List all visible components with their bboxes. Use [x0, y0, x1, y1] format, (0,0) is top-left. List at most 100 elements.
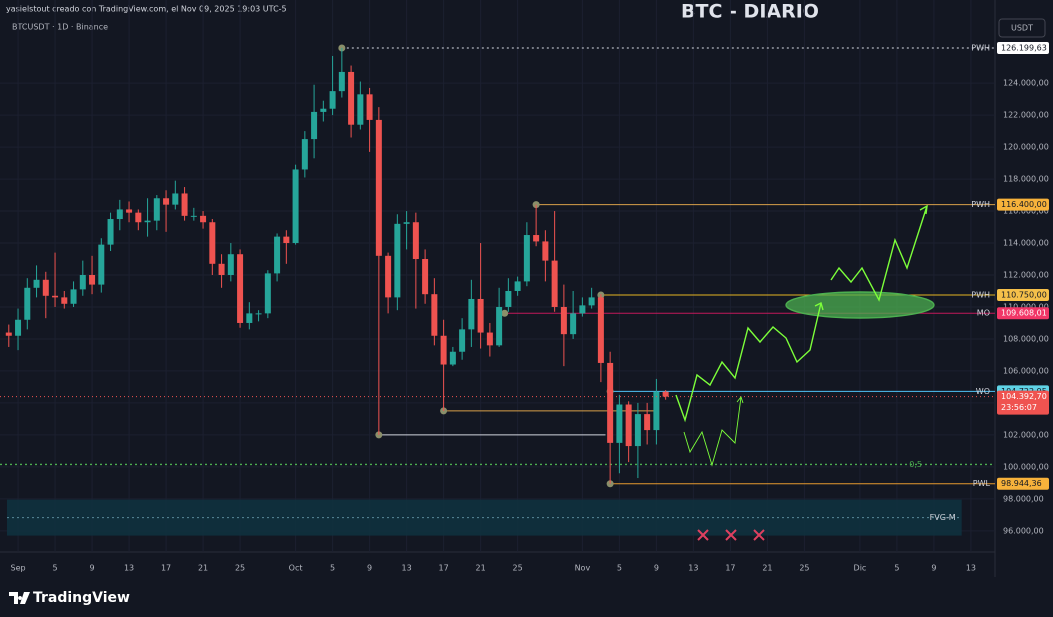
y-tick-label: 96.000,00 [1003, 526, 1044, 535]
watermark: BTC - DIARIO [681, 1, 819, 23]
candle-body [163, 198, 170, 205]
y-tick-label: 116.000,00 [1003, 207, 1049, 216]
y-tick-label: 108.000,00 [1003, 334, 1049, 343]
candle-body [644, 414, 651, 431]
candle-body [292, 169, 299, 244]
x-tick-label: 13 [688, 564, 698, 573]
candle-body [431, 294, 438, 336]
candle-body [597, 297, 604, 363]
candle-body [301, 139, 308, 170]
candle-body [107, 219, 114, 245]
logo-icon [9, 592, 30, 604]
x-tick-label: Dic [854, 564, 867, 573]
y-tick-label: 106.000,00 [1003, 366, 1049, 375]
candle-body [126, 209, 133, 213]
candle-body [616, 404, 623, 443]
candle-body [514, 281, 521, 291]
level-name: PWL [973, 479, 991, 488]
candle-body [329, 91, 336, 109]
candle-body [449, 351, 456, 365]
last-price-tag [997, 390, 1049, 415]
x-tick-label: 21 [476, 564, 486, 573]
price-tag [997, 307, 1049, 320]
price-tag-label: 98.944,36 [1001, 479, 1042, 488]
x-tick-label: 17 [725, 564, 735, 573]
candle-body [15, 319, 22, 336]
candle-body [61, 297, 68, 304]
projection [675, 204, 935, 467]
level-name: PWH [971, 290, 990, 299]
arrow-head [736, 396, 744, 404]
candle-body [662, 391, 669, 397]
candle-body [255, 313, 262, 315]
x-mark [725, 529, 737, 541]
x-tick-label: Nov [575, 564, 591, 573]
candle-body [588, 297, 595, 306]
y-tick-label: 122.000,00 [1003, 111, 1049, 120]
candle-body [607, 362, 614, 443]
candle-body [52, 295, 59, 298]
candle-body [348, 71, 355, 125]
candle-body [190, 215, 197, 217]
candle-body [181, 193, 188, 216]
x-tick-label: 9 [90, 564, 95, 573]
candle-body [505, 290, 512, 307]
level-name: PWH [971, 200, 990, 209]
y-tick-label: 100.000,00 [1003, 462, 1049, 471]
x-tick-label: Sep [11, 564, 26, 573]
y-tick-label: 98.000,00 [1003, 494, 1044, 503]
price-tag [997, 477, 1049, 490]
candle-body [468, 298, 475, 330]
y-tick-label: 124.000,00 [1003, 79, 1049, 88]
candle-body [551, 260, 558, 307]
candle-body [523, 235, 530, 282]
anchor-dot [501, 309, 509, 317]
x-tick-label: 13 [966, 564, 976, 573]
candle-body [218, 263, 225, 275]
x-mark [753, 529, 765, 541]
candle-body [338, 71, 345, 92]
arrow-head [919, 204, 928, 215]
price-tag [997, 41, 1049, 54]
candle-body [89, 275, 96, 285]
y-tick-label: 114.000,00 [1003, 239, 1049, 248]
candle-body [560, 306, 567, 335]
candle-body [264, 273, 271, 314]
price-tag [997, 288, 1049, 301]
y-tick-label: 118.000,00 [1003, 175, 1049, 184]
y-tick-label: 110.000,00 [1003, 302, 1049, 311]
symbol: BTCUSDT · 1D · Binance [12, 23, 108, 32]
x-tick-label: 13 [124, 564, 134, 573]
currency[interactable]: USDT [1011, 24, 1033, 33]
candle-body [227, 254, 234, 275]
candle-body [5, 332, 12, 336]
candle-body [542, 241, 549, 261]
candle-body [634, 414, 641, 447]
candle-body [403, 222, 410, 224]
projection-path [675, 302, 822, 423]
candle-body [144, 220, 151, 223]
candle-body [274, 236, 281, 274]
projection-path [830, 205, 928, 302]
x-tick-label: 9 [931, 564, 936, 573]
candle-body [422, 259, 429, 295]
x-tick-label: 17 [161, 564, 171, 573]
candle-body [440, 335, 447, 365]
target-zone [785, 291, 935, 319]
candle-body [366, 94, 373, 120]
candle-body [172, 193, 179, 205]
x-tick-label: 25 [235, 564, 245, 573]
projection-path [683, 396, 742, 467]
x-tick-label: 21 [198, 564, 208, 573]
currency-box[interactable] [998, 18, 1046, 38]
candle-body [394, 223, 401, 298]
candle-body [653, 391, 660, 431]
price-tag [997, 198, 1049, 211]
x-tick-label: 9 [367, 564, 372, 573]
candle-body [70, 289, 77, 304]
candle-body [98, 244, 105, 285]
x-tick-label: 5 [617, 564, 622, 573]
x-marks [697, 529, 765, 541]
candle-body [237, 254, 244, 323]
